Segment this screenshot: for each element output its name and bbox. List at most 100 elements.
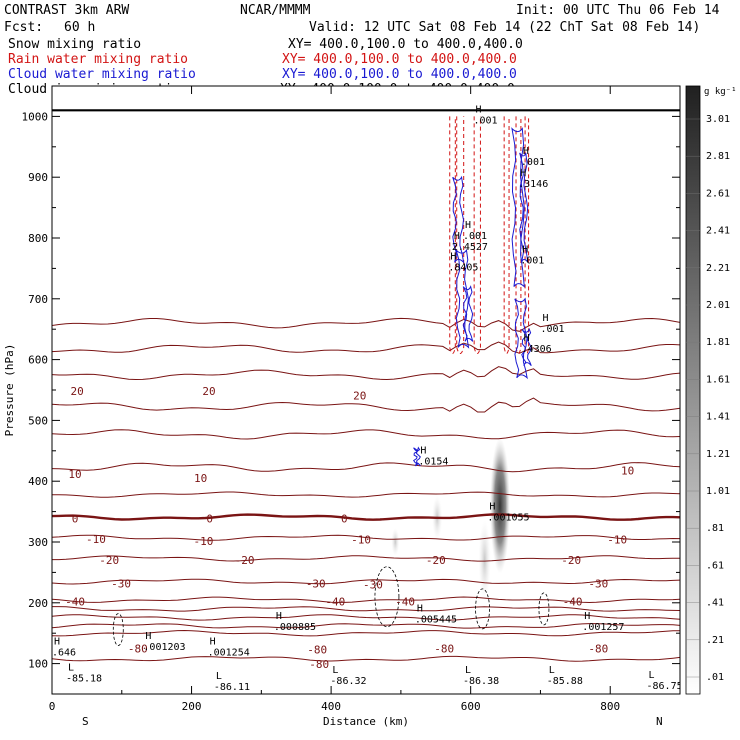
isotherm-label: -40 [325,596,345,609]
extrema-value: -85.88 [547,676,583,687]
extrema-marker: H [542,313,548,324]
forecast-hours: 60 h [64,20,95,35]
extrema-marker: L [68,663,74,674]
isotherm-label: -80 [309,658,329,671]
isotherm-line [52,341,680,354]
isotherm-label: -10 [351,534,371,547]
isotherm-label: -40 [395,596,415,609]
cloud-ice-patch [478,520,491,601]
isotherm-line [52,534,680,541]
field-xy-rain: XY= 400.0,100.0 to 400.0,400.0 [282,52,517,67]
cloud-water-contours [412,127,532,467]
isotherm-label: -80 [434,642,454,655]
extrema-value: .8405 [448,263,478,274]
isotherm-label: 20 [202,385,215,398]
colorbar-tick-label: 1.21 [706,449,730,460]
isotherm-line [52,629,680,637]
colorbar-tick-label: 2.01 [706,300,730,311]
y-tick-label: 900 [28,171,48,184]
model-name: CONTRAST 3km ARW [4,3,129,18]
y-tick-label: 800 [28,232,48,245]
extrema-marker: L [465,665,471,676]
colorbar-tick-label: 2.41 [706,226,730,237]
extrema-value: .001257 [582,622,624,633]
x-tick-label: 200 [182,700,202,713]
isotherm-line [52,491,680,498]
y-tick-label: 400 [28,475,48,488]
center-name: NCAR/MMMM [240,3,311,18]
isotherm-line [52,555,680,562]
colorbar-tick-label: 1.61 [706,374,730,385]
extrema-value: .001 [521,157,545,168]
snow-contour [112,613,124,646]
forecast-label: Fcst: [4,20,43,35]
isotherm-label: 10 [68,468,81,481]
extrema-marker: H [475,105,481,116]
extrema-marker: L [549,665,555,676]
colorbar-tick-label: .01 [706,672,724,683]
cloud-ice-shading [391,437,510,601]
field-xy-cloud-water: XY= 400.0,100.0 to 400.0,400.0 [282,67,517,82]
extrema-marker: L [649,670,655,681]
isotherm-label: -80 [307,644,327,657]
x-axis-label: Distance (km) [323,715,409,728]
extrema-marker: H [454,231,460,242]
extrema-labels: L-85.18 L-86.11L-86.32L-86.38L-85.88L-86.… [52,105,680,694]
south-marker: S [82,715,89,728]
extrema-marker: H [450,252,456,263]
extrema-value: .001 [473,116,497,127]
isotherm-label: -80 [128,642,148,655]
cloud-water-contour [412,446,421,467]
extrema-value: .0154 [418,457,448,468]
isotherm-line [52,429,680,440]
isotherm-label: -80 [588,642,608,655]
y-tick-label: 500 [28,414,48,427]
field-name-rain: Rain water mixing ratio [8,52,188,67]
colorbar-tick-label: 1.81 [706,337,730,348]
extrema-marker: H [522,244,528,255]
x-tick-label: 0 [49,700,56,713]
colorbar-ramp [685,85,701,695]
extrema-marker: H [465,220,471,231]
extrema-value: -86.38 [463,676,499,687]
colorbar-tick-label: 2.61 [706,188,730,199]
y-tick-label: 1000 [22,110,49,123]
extrema-value: 2.4527 [452,242,488,253]
extrema-marker: H [54,637,60,648]
extrema-marker: H [145,631,151,642]
cloud-water-contour [452,175,465,264]
isotherm-line [52,596,680,604]
isotherm-label: 10 [621,464,634,477]
y-tick-label: 700 [28,293,48,306]
extrema-value: .001203 [143,642,185,653]
extrema-value: .4306 [522,344,552,355]
cloud-water-contour [519,152,529,263]
extrema-marker: H [276,611,282,622]
isotherm-label: -30 [306,577,326,590]
extrema-value: .001 [520,255,544,266]
extrema-value: -86.11 [214,682,250,693]
colorbar-ticks: .01 .21 .41 .61 .81 1.01 1.21 1.41 1.61 1.81 2.01 2… [686,114,730,683]
y-tick-label: 300 [28,536,48,549]
isotherm-label: -10 [193,535,213,548]
field-name-snow: Snow mixing ratio [8,37,141,52]
rain-contour [503,116,510,355]
colorbar-tick-label: 2.81 [706,151,730,162]
isotherm-label: 20 [70,385,83,398]
extrema-value: .005445 [415,615,457,626]
colorbar-tick-label: .41 [706,598,724,609]
isotherm-lines [52,109,680,662]
extrema-value: .000885 [274,622,316,633]
colorbar-tick-label: .61 [706,560,724,571]
north-marker: N [656,715,663,728]
field-xy-snow: XY= 400.0,100.0 to 400.0,400.0 [288,37,523,52]
cloud-water-contour [514,297,528,380]
isotherm-line [52,397,680,413]
extrema-marker: L [332,665,338,676]
isotherm-label: 0 [206,512,213,525]
isotherm-line [52,623,680,629]
extrema-value: .001 [463,231,487,242]
isotherm-label: -20 [426,554,446,567]
rain-contour [515,116,522,355]
